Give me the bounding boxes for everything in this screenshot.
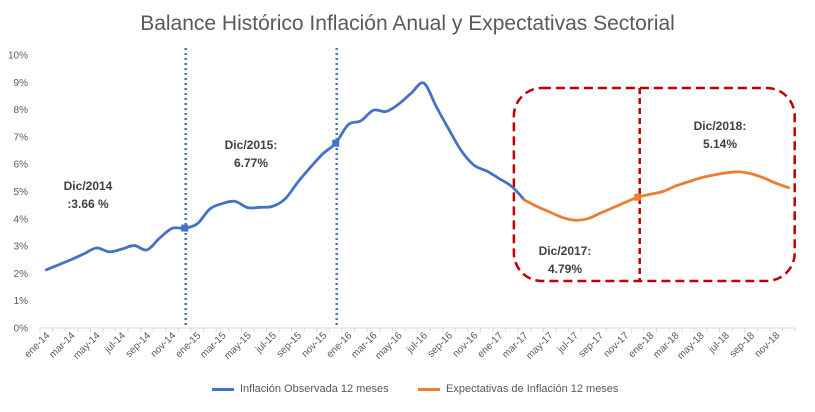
annotations: Dic/2014 :3.66 % Dic/2015: 6.77% Dic/2017: 4.…	[64, 119, 747, 276]
annotation-dic-2015-line-1: 6.77%	[234, 156, 268, 170]
y-tick-label: 5%	[14, 187, 29, 198]
annotation-dic-2017-line-1: 4.79%	[548, 262, 582, 276]
x-tick-label: sep-16	[426, 330, 456, 360]
x-tick-label: may-15	[222, 330, 254, 362]
annotation-dic-2015-line-0: Dic/2015:	[225, 138, 278, 152]
x-tick-label: nov-14	[149, 330, 179, 360]
x-tick-label: sep-17	[577, 330, 607, 360]
markers	[181, 139, 642, 232]
x-tick-label: ene-14	[23, 330, 53, 360]
series-line-0	[44, 81, 526, 272]
annotation-dic-2014-line-1: :3.66 %	[67, 197, 109, 211]
x-tick-label: ene-18	[627, 330, 657, 360]
y-tick-label: 6%	[14, 160, 29, 171]
legend-item-observada: Inflación Observada 12 meses	[212, 383, 389, 395]
x-tick-label: ene-15	[174, 330, 204, 360]
x-tick-label: nov-18	[753, 330, 783, 360]
marker-dic-17	[634, 193, 642, 201]
reference-lines	[184, 48, 338, 328]
x-tick-label: may-17	[524, 330, 556, 362]
x-tick-label: may-16	[373, 330, 405, 362]
series-line-1	[523, 170, 791, 222]
y-tick-label: 0%	[14, 324, 29, 335]
forecast-highlight-box	[512, 86, 796, 283]
series-lines	[44, 81, 791, 272]
x-tick-label: may-18	[675, 330, 707, 362]
legend: Inflación Observada 12 meses Expectativa…	[0, 383, 815, 403]
y-tick-label: 2%	[14, 269, 29, 280]
marker-dic-14	[181, 224, 189, 232]
legend-item-expectativas: Expectativas de Inflación 12 meses	[418, 383, 618, 395]
x-tick-label: nov-17	[602, 330, 632, 360]
annotation-dic-2014-line-0: Dic/2014	[64, 179, 113, 193]
annotation-dic-2018-line-0: Dic/2018:	[694, 119, 747, 133]
x-tick-label: nov-16	[451, 330, 481, 360]
y-tick-label: 10%	[8, 51, 28, 62]
legend-swatch-orange	[418, 387, 440, 391]
marker-dic-15	[332, 139, 340, 147]
highlight-box	[512, 86, 796, 283]
x-tick-label: ene-16	[325, 330, 355, 360]
y-tick-label: 9%	[14, 78, 29, 89]
x-tick-label: sep-15	[275, 330, 305, 360]
chart-area: 0% 1% 2% 3% 4% 5% 6% 7% 8% 9% 10% ene-14mar-14may-…	[8, 48, 796, 362]
y-tick-label: 3%	[14, 242, 29, 253]
y-axis-labels: 0% 1% 2% 3% 4% 5% 6% 7% 8% 9% 10%	[8, 51, 28, 335]
x-tick-label: sep-14	[124, 330, 154, 360]
legend-swatch-blue	[212, 387, 234, 391]
y-tick-label: 4%	[14, 214, 29, 225]
legend-label-observada: Inflación Observada 12 meses	[240, 383, 389, 395]
x-tick-label: sep-18	[728, 330, 758, 360]
y-tick-label: 8%	[14, 105, 29, 116]
y-tick-label: 7%	[14, 132, 29, 143]
y-tick-label: 1%	[14, 296, 29, 307]
annotation-dic-2018-line-1: 5.14%	[703, 137, 737, 151]
annotation-dic-2017-line-0: Dic/2017:	[539, 244, 592, 258]
x-tick-label: ene-17	[476, 330, 506, 360]
x-tick-label: nov-15	[300, 330, 330, 360]
x-tick-label: may-14	[71, 330, 103, 362]
legend-label-expectativas: Expectativas de Inflación 12 meses	[446, 383, 619, 395]
chart-title: Balance Histórico Inflación Anual y Expe…	[140, 12, 675, 35]
